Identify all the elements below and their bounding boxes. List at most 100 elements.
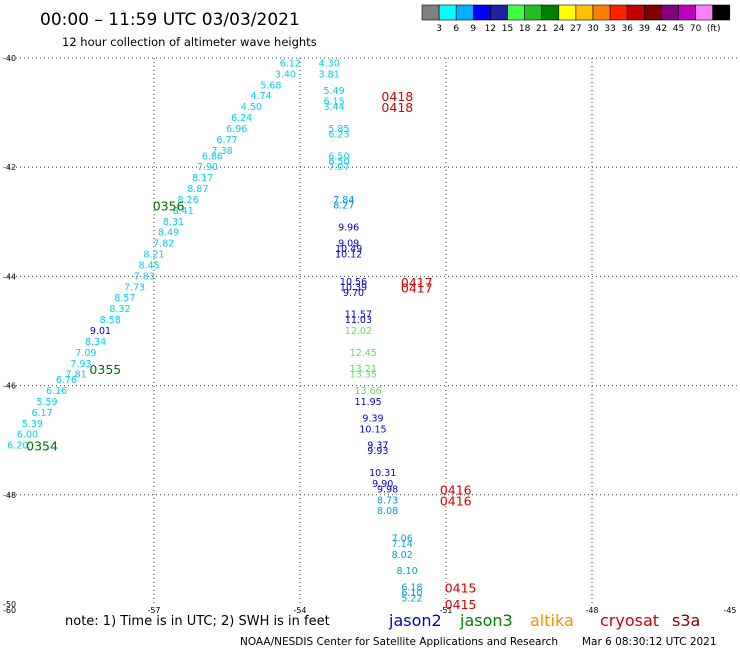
swh-point-label: 10.12 — [335, 250, 362, 261]
swh-point-label: 6.10 — [401, 588, 422, 599]
x-tick-label: -45 — [723, 606, 736, 615]
swh-point-label: 6.50 — [328, 151, 349, 162]
swh-point-label: 8.17 — [192, 173, 213, 184]
satellite-legend-altika: altika — [530, 611, 574, 630]
swh-point-label: 3.44 — [323, 102, 344, 113]
scale-swatch — [712, 4, 731, 21]
scale-swatch — [438, 4, 457, 21]
swh-point-label: 8.10 — [396, 566, 417, 577]
swh-point-label: 9.37 — [367, 441, 388, 452]
y-tick-label: -42 — [3, 163, 16, 172]
swh-point-label: 4.50 — [241, 102, 262, 113]
pass-time-label: 0417 — [401, 275, 433, 290]
swh-point-label: 11.95 — [355, 397, 382, 408]
swh-point-label: 7.09 — [75, 348, 96, 359]
scale-swatch — [643, 4, 662, 21]
swh-point-label: 8.57 — [114, 293, 135, 304]
swh-point-label: 7.81 — [66, 370, 87, 381]
pass-time-label: 0356 — [153, 198, 185, 213]
swh-point-label: 7.84 — [333, 195, 354, 206]
swh-point-label: 8.21 — [143, 250, 164, 261]
swh-point-label: 13.66 — [355, 386, 382, 397]
swh-point-label: 13.35 — [350, 370, 377, 381]
swh-point-label: 10.56 — [340, 277, 367, 288]
swh-point-label: 12.02 — [345, 326, 372, 337]
scale-label: 6 — [453, 24, 459, 34]
swh-point-label: 7.14 — [392, 539, 413, 550]
scale-swatch — [455, 4, 474, 21]
swh-point-label: 6.24 — [231, 113, 252, 124]
chart-title: 00:00 – 11:59 UTC 03/03/2021 — [40, 10, 300, 30]
scale-label: 21 — [536, 24, 547, 34]
scale-label: 9 — [470, 24, 476, 34]
satellite-legend-s3a: s3a — [672, 611, 700, 630]
axis-tick-labels: -40 -42 -44 -46 -48 -50-60 -57 -54 -51 -48 -45 — [3, 54, 737, 615]
swh-point-label: 6.50 — [328, 157, 349, 168]
swh-point-label: 3.40 — [275, 69, 296, 80]
swh-point-label: 6.20 — [7, 441, 28, 452]
satellite-legend: jason2 jason3 altika cryosat s3a — [388, 611, 700, 630]
swh-point-label: 8.27 — [333, 200, 354, 211]
swh-point-label: 8.58 — [100, 315, 121, 326]
swh-point-label: 6.77 — [216, 135, 237, 146]
swh-point-label: 4.30 — [319, 58, 340, 69]
swh-point-label: 9.09 — [338, 239, 359, 250]
x-tick-label: -51 — [439, 606, 452, 615]
swh-point-label: 8.87 — [187, 184, 208, 195]
swh-point-label: 7.82 — [153, 239, 174, 250]
swh-point-label: 11.57 — [345, 310, 372, 321]
scale-swatch — [609, 4, 628, 21]
swh-point-label: 6.23 — [328, 129, 349, 140]
dotted-grid — [8, 57, 738, 604]
x-tick-label-corner: -60 — [3, 606, 16, 615]
satellite-legend-cryosat: cryosat — [600, 611, 659, 630]
scale-label: 36 — [621, 24, 633, 34]
scale-swatch — [524, 4, 542, 21]
swh-point-label: 7.90 — [197, 162, 218, 173]
swh-point-label: 11.03 — [345, 315, 372, 326]
scale-label: 18 — [519, 24, 531, 34]
swh-point-label: 8.02 — [392, 550, 413, 561]
scale-swatch — [507, 4, 525, 21]
swh-point-label: 9.98 — [377, 484, 398, 495]
scale-swatch — [575, 4, 594, 21]
swh-point-label: 6.18 — [401, 583, 422, 594]
scale-label: 12 — [485, 24, 496, 34]
swh-point-label: 6.15 — [323, 97, 344, 108]
footer-note: note: 1) Time is in UTC; 2) SWH is in fe… — [65, 614, 330, 629]
scale-label: 42 — [656, 24, 667, 34]
scale-swatch — [661, 4, 679, 21]
swh-point-label: 9.96 — [338, 222, 359, 233]
scale-swatch — [592, 4, 611, 21]
swh-point-label: 5.59 — [36, 397, 57, 408]
swh-point-label: 7.38 — [212, 146, 233, 157]
footer-timestamp: Mar 6 08:30:12 UTC 2021 — [582, 636, 717, 648]
swh-point-label: 5.22 — [401, 594, 422, 605]
swh-point-label: 7.06 — [392, 533, 413, 544]
scale-swatch — [541, 4, 560, 21]
swh-point-label: 7.73 — [124, 282, 145, 293]
pass-time-label: 0418 — [381, 89, 413, 104]
swh-point-label: 5.85 — [328, 124, 349, 135]
y-tick-label: -46 — [3, 382, 16, 391]
pass-time-label: 0416 — [440, 482, 472, 497]
scale-label: 24 — [553, 24, 565, 34]
scale-swatch — [626, 4, 645, 21]
scale-swatch — [490, 4, 508, 21]
scale-swatch — [558, 4, 577, 21]
swh-point-label: 10.49 — [335, 244, 362, 255]
y-tick-label: -44 — [3, 272, 16, 281]
swh-point-label: 6.12 — [280, 58, 301, 69]
scale-label: 15 — [502, 24, 513, 34]
scale-swatch — [472, 4, 491, 21]
swh-point-label: 6.96 — [226, 124, 247, 135]
scale-label: 3 — [436, 24, 442, 34]
scale-label: 30 — [587, 24, 599, 34]
pass-time-label: 0415 — [445, 581, 477, 596]
swh-point-label: 6.00 — [17, 430, 38, 441]
swh-point-label: 8.26 — [177, 195, 198, 206]
swh-point-label: 10.39 — [340, 282, 367, 293]
pass-time-label: 0415 — [445, 597, 477, 612]
x-tick-label: -48 — [585, 606, 598, 615]
swh-point-label: 9.70 — [343, 288, 364, 299]
